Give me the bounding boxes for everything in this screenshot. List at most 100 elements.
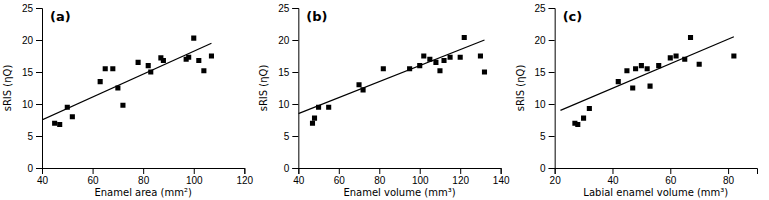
point: [648, 84, 653, 89]
x-tick-mark: [670, 168, 671, 174]
point: [587, 106, 592, 111]
y-tick: 20: [278, 35, 298, 46]
x-tick-mark: [339, 168, 340, 174]
x-tick-label: 100: [412, 175, 429, 186]
point: [57, 122, 62, 127]
panel: 4060801001200510152025(a)Enamel area (mm…: [2, 3, 254, 198]
y-tick-label: 15: [278, 67, 290, 78]
y-tick: 0: [540, 163, 555, 174]
panel-label: (b): [306, 9, 327, 24]
x-tick-label: 40: [607, 175, 619, 186]
point: [478, 53, 483, 58]
x-tick: 140: [493, 168, 510, 186]
x-tick-mark: [194, 168, 195, 174]
x-tick-label: 80: [374, 175, 386, 186]
y-tick-label: 5: [284, 131, 290, 142]
x-tick-label: 120: [452, 175, 469, 186]
x-tick-mark: [379, 168, 380, 174]
x-tick: 80: [723, 168, 735, 186]
point: [110, 66, 115, 71]
point: [103, 66, 108, 71]
x-tick: 40: [37, 168, 49, 186]
point: [98, 79, 103, 84]
y-tick-mark: [549, 168, 555, 169]
panel: 4060801001201400510152025(b)Enamel volum…: [258, 3, 510, 198]
point: [209, 53, 214, 58]
point: [462, 35, 467, 40]
point: [201, 68, 206, 73]
y-tick: 15: [535, 67, 555, 78]
y-tick: 15: [22, 67, 42, 78]
point: [639, 63, 644, 68]
x-tick: 20: [550, 168, 562, 186]
x-axis-line: [43, 169, 245, 175]
x-tick-label: 60: [334, 175, 346, 186]
point: [630, 85, 635, 90]
y-tick: 5: [27, 131, 42, 142]
y-tick-label: 5: [27, 131, 33, 142]
regression-line: [42, 43, 211, 120]
point: [310, 121, 315, 126]
y-tick-label: 0: [540, 163, 546, 174]
x-axis: 20406080: [550, 168, 758, 186]
x-tick: 80: [374, 168, 386, 186]
point: [731, 53, 736, 58]
point: [186, 55, 191, 60]
y-axis: 0 5 10 15 20 25: [535, 3, 556, 174]
point: [458, 55, 463, 60]
point: [581, 116, 586, 121]
x-tick-label: 100: [186, 175, 203, 186]
x-axis-title: Enamel area (mm²): [94, 187, 192, 198]
y-tick-mark: [36, 8, 42, 9]
y-tick-mark: [549, 8, 555, 9]
point: [146, 63, 151, 68]
plot-area: [298, 35, 487, 126]
point: [575, 122, 580, 127]
x-tick-mark: [728, 168, 729, 174]
y-tick-label: 20: [535, 35, 547, 46]
y-tick: 5: [284, 131, 299, 142]
y-tick-mark: [292, 168, 298, 169]
x-axis-line: [555, 169, 757, 175]
y-tick: 25: [22, 3, 42, 14]
x-tick-label: 80: [138, 175, 150, 186]
y-tick-mark: [292, 40, 298, 41]
point: [645, 66, 650, 71]
point: [70, 114, 75, 119]
point: [668, 55, 673, 60]
regression-line: [560, 37, 733, 111]
x-axis-title: Enamel volume (mm³): [343, 187, 455, 198]
point: [52, 121, 57, 126]
y-tick: 10: [535, 99, 555, 110]
y-tick: 15: [278, 67, 298, 78]
y-tick-label: 25: [535, 3, 547, 14]
y-axis-title: sRIS (ηQ): [258, 65, 269, 112]
point: [674, 53, 679, 58]
x-axis-line: [299, 169, 501, 175]
y-tick-mark: [36, 104, 42, 105]
x-tick-label: 80: [723, 175, 735, 186]
y-axis-line: [292, 9, 299, 169]
y-tick-mark: [36, 168, 42, 169]
x-tick-label: 40: [37, 175, 49, 186]
y-tick-label: 5: [540, 131, 546, 142]
y-tick: 25: [535, 3, 555, 14]
point: [381, 66, 386, 71]
point: [161, 58, 166, 63]
point: [437, 68, 442, 73]
point: [421, 53, 426, 58]
point: [356, 82, 361, 87]
y-tick-label: 20: [278, 35, 290, 46]
point: [633, 66, 638, 71]
chart: 4060801001200510152025(a)Enamel area (mm…: [0, 0, 769, 200]
y-tick-label: 20: [22, 35, 34, 46]
x-tick-label: 140: [493, 175, 510, 186]
plot-area: [42, 36, 214, 127]
x-tick-mark: [143, 168, 144, 174]
y-tick: 20: [535, 35, 555, 46]
x-tick: 40: [607, 168, 619, 186]
y-tick-mark: [36, 72, 42, 73]
y-tick-label: 10: [535, 99, 547, 110]
point: [326, 105, 331, 110]
point: [616, 79, 621, 84]
